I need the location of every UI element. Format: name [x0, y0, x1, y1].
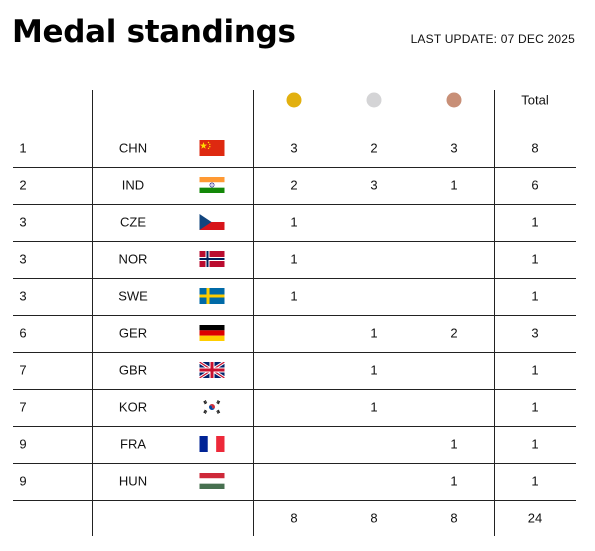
row-divider: [13, 278, 576, 279]
rank-cell: 2: [19, 177, 27, 193]
silver-count-cell: 1: [370, 325, 378, 341]
total-count-cell: 1: [531, 473, 539, 489]
total-column-header: Total: [521, 92, 549, 108]
bronze-count-cell: 1: [450, 177, 458, 193]
country-code-cell: NOR: [118, 251, 148, 267]
row-divider: [13, 204, 576, 205]
rank-cell: 3: [19, 214, 27, 230]
korea-flag-icon: [199, 399, 225, 415]
china-flag-icon: [199, 140, 225, 156]
sweden-flag-icon: [199, 288, 225, 304]
total-count-cell: 1: [531, 362, 539, 378]
bronze-count-cell: 1: [450, 436, 458, 452]
uk-flag-icon: [199, 362, 225, 378]
gold-count-cell: 1: [290, 251, 298, 267]
bronze-medal-icon: [446, 92, 462, 108]
country-code-cell: CHN: [118, 140, 148, 156]
silver-count-cell: 1: [370, 362, 378, 378]
norway-flag-icon: [199, 251, 225, 267]
gold-total-cell: 8: [290, 510, 298, 526]
bronze-count-cell: 1: [450, 473, 458, 489]
bronze-count-cell: 2: [450, 325, 458, 341]
page-title: Medal standings: [12, 14, 296, 50]
bronze-count-cell: 3: [450, 140, 458, 156]
country-code-cell: GBR: [118, 362, 148, 378]
hungary-flag-icon: [199, 473, 225, 489]
germany-flag-icon: [199, 325, 225, 341]
silver-count-cell: 3: [370, 177, 378, 193]
rank-cell: 3: [19, 251, 27, 267]
column-divider: [92, 90, 93, 536]
silver-count-cell: 1: [370, 399, 378, 415]
total-count-cell: 3: [531, 325, 539, 341]
country-code-cell: GER: [118, 325, 148, 341]
rank-cell: 1: [19, 140, 27, 156]
column-divider: [253, 90, 254, 536]
row-divider: [13, 500, 576, 501]
total-count-cell: 8: [531, 140, 539, 156]
row-divider: [13, 167, 576, 168]
france-flag-icon: [199, 436, 225, 452]
rank-cell: 7: [19, 362, 27, 378]
rank-cell: 6: [19, 325, 27, 341]
country-code-cell: FRA: [120, 436, 146, 452]
country-code-cell: HUN: [118, 473, 148, 489]
country-code-cell: IND: [121, 177, 145, 193]
total-count-cell: 1: [531, 288, 539, 304]
row-divider: [13, 352, 576, 353]
country-code-cell: KOR: [118, 399, 148, 415]
gold-count-cell: 1: [290, 288, 298, 304]
rank-cell: 9: [19, 436, 27, 452]
total-count-cell: 1: [531, 436, 539, 452]
czechia-flag-icon: [199, 214, 225, 230]
total-count-cell: 1: [531, 251, 539, 267]
row-divider: [13, 389, 576, 390]
grand-total-cell: 24: [527, 510, 543, 526]
country-code-cell: CZE: [120, 214, 146, 230]
gold-count-cell: 2: [290, 177, 298, 193]
silver-medal-icon: [366, 92, 382, 108]
gold-medal-icon: [286, 92, 302, 108]
total-count-cell: 1: [531, 214, 539, 230]
rank-cell: 3: [19, 288, 27, 304]
total-count-cell: 6: [531, 177, 539, 193]
gold-count-cell: 3: [290, 140, 298, 156]
row-divider: [13, 315, 576, 316]
india-flag-icon: [199, 177, 225, 193]
gold-count-cell: 1: [290, 214, 298, 230]
rank-cell: 7: [19, 399, 27, 415]
row-divider: [13, 241, 576, 242]
rank-cell: 9: [19, 473, 27, 489]
row-divider: [13, 463, 576, 464]
silver-count-cell: 2: [370, 140, 378, 156]
total-count-cell: 1: [531, 399, 539, 415]
bronze-total-cell: 8: [450, 510, 458, 526]
country-code-cell: SWE: [118, 288, 148, 304]
column-divider: [494, 90, 495, 536]
silver-total-cell: 8: [370, 510, 378, 526]
row-divider: [13, 426, 576, 427]
last-update-timestamp: LAST UPDATE: 07 DEC 2025: [410, 32, 575, 46]
